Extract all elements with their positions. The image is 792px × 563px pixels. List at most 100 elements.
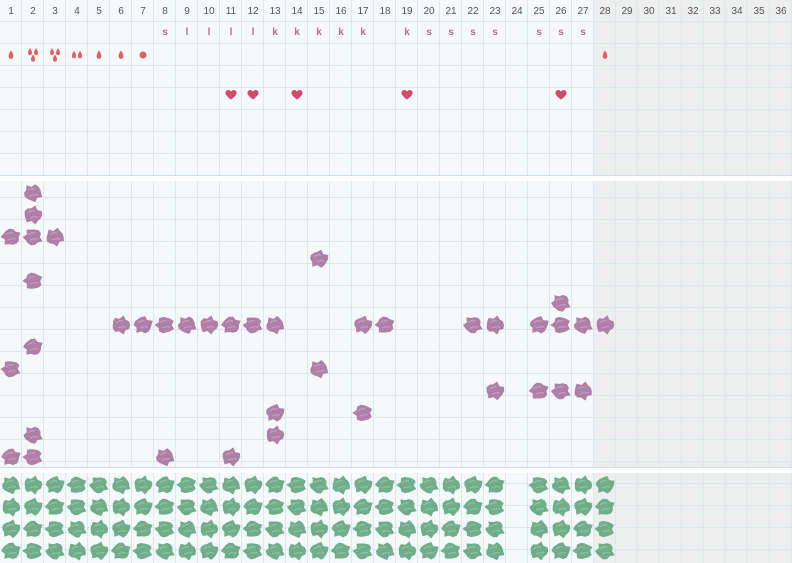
purple-entry-blot[interactable] [550, 314, 572, 336]
heart-icon[interactable] [242, 84, 264, 106]
green-entry-blot[interactable] [286, 518, 308, 540]
purple-entry-blot[interactable] [22, 182, 44, 204]
green-entry-blot[interactable] [66, 518, 88, 540]
purple-entry-blot[interactable] [110, 314, 132, 336]
purple-entry-blot[interactable] [220, 446, 242, 468]
green-entry-blot[interactable] [198, 474, 220, 496]
heart-icon[interactable] [396, 84, 418, 106]
green-entry-blot[interactable] [418, 474, 440, 496]
purple-entry-blot[interactable] [462, 314, 484, 336]
green-entry-blot[interactable] [198, 496, 220, 518]
green-entry-blot[interactable] [0, 540, 22, 562]
green-entry-blot[interactable] [110, 496, 132, 518]
green-entry-blot[interactable] [528, 540, 550, 562]
purple-entry-blot[interactable] [528, 380, 550, 402]
green-entry-blot[interactable] [484, 474, 506, 496]
green-entry-blot[interactable] [330, 474, 352, 496]
green-entry-blot[interactable] [198, 540, 220, 562]
drop-icon[interactable] [22, 44, 44, 66]
green-entry-blot[interactable] [286, 474, 308, 496]
drop-icon[interactable] [594, 44, 616, 66]
drop-icon[interactable] [88, 44, 110, 66]
green-entry-blot[interactable] [550, 518, 572, 540]
green-entry-blot[interactable] [374, 474, 396, 496]
green-entry-blot[interactable] [528, 518, 550, 540]
green-entry-blot[interactable] [308, 540, 330, 562]
green-entry-blot[interactable] [286, 540, 308, 562]
purple-entry-blot[interactable] [44, 226, 66, 248]
green-entry-blot[interactable] [66, 474, 88, 496]
green-entry-blot[interactable] [440, 496, 462, 518]
green-entry-blot[interactable] [440, 474, 462, 496]
green-entry-blot[interactable] [264, 540, 286, 562]
green-entry-blot[interactable] [110, 518, 132, 540]
green-entry-blot[interactable] [418, 518, 440, 540]
green-entry-blot[interactable] [418, 496, 440, 518]
green-entry-blot[interactable] [330, 518, 352, 540]
purple-entry-blot[interactable] [374, 314, 396, 336]
green-entry-blot[interactable] [330, 496, 352, 518]
green-entry-blot[interactable] [308, 496, 330, 518]
green-entry-blot[interactable] [132, 518, 154, 540]
purple-entry-blot[interactable] [22, 446, 44, 468]
green-entry-blot[interactable] [484, 496, 506, 518]
purple-entry-blot[interactable] [264, 314, 286, 336]
green-entry-blot[interactable] [220, 540, 242, 562]
heart-icon[interactable] [286, 84, 308, 106]
green-entry-blot[interactable] [44, 496, 66, 518]
green-entry-blot[interactable] [176, 474, 198, 496]
green-entry-blot[interactable] [132, 540, 154, 562]
green-entry-blot[interactable] [352, 474, 374, 496]
green-entry-blot[interactable] [440, 540, 462, 562]
green-entry-blot[interactable] [154, 540, 176, 562]
green-entry-blot[interactable] [110, 474, 132, 496]
green-entry-blot[interactable] [462, 496, 484, 518]
green-entry-blot[interactable] [176, 496, 198, 518]
purple-entry-blot[interactable] [22, 270, 44, 292]
green-entry-blot[interactable] [242, 474, 264, 496]
purple-entry-blot[interactable] [572, 380, 594, 402]
green-entry-blot[interactable] [66, 540, 88, 562]
green-entry-blot[interactable] [264, 518, 286, 540]
drop-icon[interactable] [132, 44, 154, 66]
green-entry-blot[interactable] [22, 474, 44, 496]
green-entry-blot[interactable] [132, 496, 154, 518]
green-entry-blot[interactable] [220, 518, 242, 540]
purple-entry-blot[interactable] [264, 424, 286, 446]
green-entry-blot[interactable] [550, 540, 572, 562]
green-entry-blot[interactable] [154, 496, 176, 518]
drop-icon[interactable] [44, 44, 66, 66]
green-entry-blot[interactable] [550, 496, 572, 518]
green-entry-blot[interactable] [528, 474, 550, 496]
green-entry-blot[interactable] [44, 474, 66, 496]
green-entry-blot[interactable] [594, 518, 616, 540]
green-entry-blot[interactable] [88, 474, 110, 496]
green-entry-blot[interactable] [220, 474, 242, 496]
purple-entry-blot[interactable] [308, 248, 330, 270]
purple-entry-blot[interactable] [528, 314, 550, 336]
green-entry-blot[interactable] [176, 540, 198, 562]
green-entry-blot[interactable] [462, 518, 484, 540]
purple-entry-blot[interactable] [484, 380, 506, 402]
green-entry-blot[interactable] [22, 518, 44, 540]
green-entry-blot[interactable] [88, 496, 110, 518]
green-entry-blot[interactable] [528, 496, 550, 518]
green-entry-blot[interactable] [44, 540, 66, 562]
green-entry-blot[interactable] [396, 540, 418, 562]
purple-entry-blot[interactable] [572, 314, 594, 336]
green-entry-blot[interactable] [198, 518, 220, 540]
purple-entry-blot[interactable] [264, 402, 286, 424]
green-entry-blot[interactable] [22, 496, 44, 518]
green-entry-blot[interactable] [220, 496, 242, 518]
green-entry-blot[interactable] [154, 518, 176, 540]
green-entry-blot[interactable] [594, 474, 616, 496]
drop-icon[interactable] [0, 44, 22, 66]
green-entry-blot[interactable] [374, 518, 396, 540]
purple-entry-blot[interactable] [594, 314, 616, 336]
purple-entry-blot[interactable] [176, 314, 198, 336]
purple-entry-blot[interactable] [22, 424, 44, 446]
green-entry-blot[interactable] [374, 540, 396, 562]
heart-icon[interactable] [220, 84, 242, 106]
green-entry-blot[interactable] [396, 518, 418, 540]
green-entry-blot[interactable] [242, 518, 264, 540]
